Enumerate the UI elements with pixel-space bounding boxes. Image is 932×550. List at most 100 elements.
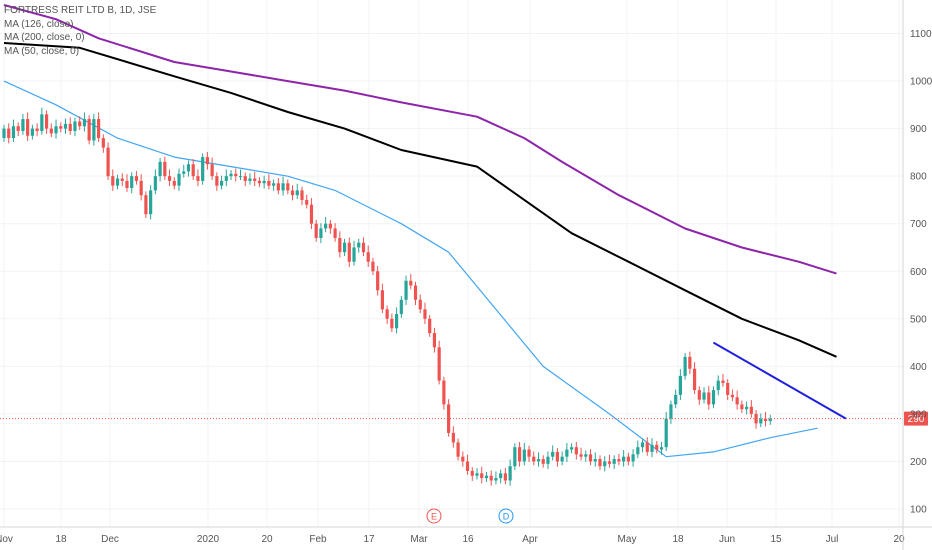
candle-body (134, 176, 139, 181)
candle-body (234, 173, 238, 177)
candle-body (267, 180, 271, 186)
current-price-label: 290 (908, 414, 925, 425)
candle-body (669, 404, 673, 419)
candle-body (361, 242, 366, 253)
indicator-ma-200[interactable]: MA (200, close, 0) (4, 32, 85, 43)
y-tick-label: 400 (910, 362, 927, 373)
candle-body (409, 280, 413, 286)
candle-body (404, 280, 408, 300)
event-label: E (431, 512, 437, 522)
event-marker[interactable] (426, 508, 442, 524)
candle-body (319, 228, 323, 238)
candle-body (153, 176, 157, 191)
candle-body (508, 466, 512, 481)
candle-body (238, 176, 243, 178)
candle-body (532, 456, 536, 462)
candle-body (314, 223, 318, 238)
candle-body (347, 242, 351, 262)
candle-body (711, 390, 716, 405)
candle-body (111, 176, 115, 186)
candle-body (385, 309, 389, 319)
candle-body (342, 242, 347, 253)
candle-body (196, 176, 200, 181)
candle-body (735, 397, 739, 405)
candle-body (702, 392, 706, 400)
candle-body (461, 456, 465, 462)
candle-body (106, 147, 110, 177)
candle-body (272, 183, 276, 186)
y-tick-label: 1000 (910, 77, 932, 88)
candle-body (650, 444, 654, 452)
candle-body (763, 418, 768, 422)
candle-body (593, 459, 597, 462)
y-tick-label: 200 (910, 457, 927, 468)
candle-body (749, 406, 753, 414)
candle-body (7, 128, 11, 139)
event-marker[interactable] (498, 508, 514, 524)
candle-body (49, 128, 53, 134)
chart-overlays: 290 E D (0, 341, 928, 524)
candle-body (707, 392, 711, 405)
chart-title: FORTRESS REIT LTD B, 1D, JSE (4, 5, 157, 16)
candle-body (399, 299, 403, 315)
candle-body (574, 447, 578, 455)
current-price-badge (904, 411, 928, 426)
candle-body (428, 318, 432, 334)
candle-body (697, 390, 701, 400)
candle-body (380, 290, 384, 310)
candle-body (536, 459, 541, 462)
candle-body (570, 447, 574, 450)
candle-body (40, 114, 44, 131)
candle-body (759, 418, 763, 424)
x-tick-label: 20 (261, 534, 273, 545)
candle-body (366, 252, 370, 262)
candle-body (54, 126, 58, 134)
candle-body (418, 299, 422, 310)
candle-body (11, 126, 16, 139)
candle-body (73, 121, 77, 131)
y-tick-label: 700 (910, 219, 927, 230)
candle-body (87, 119, 91, 141)
candle-body (645, 442, 649, 452)
chart-grid (0, 0, 903, 527)
candle-body (44, 114, 49, 129)
candle-body (205, 157, 209, 165)
candle-body (730, 394, 735, 398)
candle-body (352, 247, 356, 262)
x-tick-label: 18 (55, 534, 67, 545)
candle-body (262, 180, 266, 184)
candle-body (390, 318, 394, 329)
candle-body (692, 368, 697, 391)
candle-body (243, 176, 247, 181)
y-tick-label: 800 (910, 172, 927, 183)
candle-body (30, 128, 34, 136)
candle-body (527, 449, 531, 457)
candle-body (215, 176, 219, 186)
candle-body (68, 123, 72, 131)
candle-body (740, 404, 744, 410)
candle-body (560, 456, 564, 462)
candle-body (149, 190, 153, 215)
candle-body (167, 176, 172, 181)
candle-body (130, 176, 134, 189)
candle-body (328, 223, 332, 229)
candlesticks (2, 107, 772, 486)
chart-legend: FORTRESS REIT LTD B, 1D, JSE MA (126, cl… (4, 4, 156, 58)
ma-50-line (3, 80, 818, 458)
candle-body (101, 138, 105, 148)
candle-body (163, 161, 167, 177)
x-tick-label: 18 (672, 534, 684, 545)
candle-body (489, 475, 493, 481)
candle-body (210, 164, 214, 177)
candle-body (640, 442, 645, 448)
candle-body (286, 183, 290, 191)
candle-body (295, 190, 299, 196)
candle-body (555, 451, 560, 462)
trendline[interactable] (713, 341, 847, 420)
x-tick-label: 16 (462, 534, 474, 545)
indicator-ma-126[interactable]: MA (126, close) (4, 18, 74, 30)
candle-body (451, 432, 455, 443)
indicator-ma-50[interactable]: MA (50, close, 0) (4, 45, 80, 57)
